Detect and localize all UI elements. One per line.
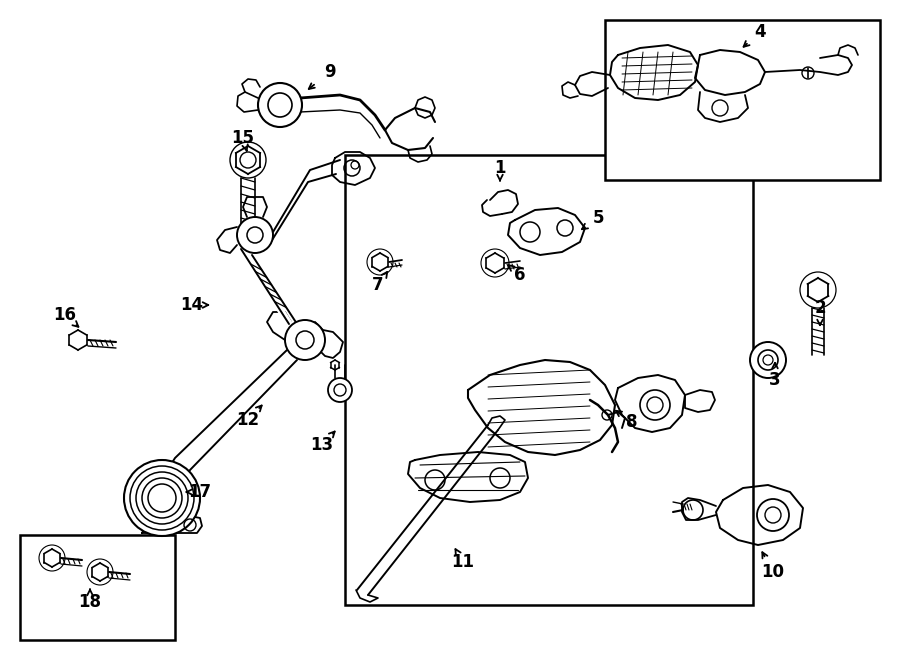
Circle shape [124, 460, 200, 536]
Circle shape [237, 217, 273, 253]
Text: 10: 10 [761, 563, 785, 581]
Circle shape [750, 342, 786, 378]
Text: 3: 3 [770, 371, 781, 389]
Text: 7: 7 [373, 276, 383, 294]
Text: 14: 14 [180, 296, 203, 314]
Circle shape [285, 320, 325, 360]
Text: 18: 18 [78, 593, 102, 611]
Text: 12: 12 [237, 411, 259, 429]
Circle shape [328, 378, 352, 402]
Bar [20, 535, 175, 640]
Text: 13: 13 [310, 436, 334, 454]
Text: 8: 8 [626, 413, 638, 431]
Text: 1: 1 [494, 159, 506, 177]
Text: 15: 15 [231, 129, 255, 147]
Text: 9: 9 [324, 63, 336, 81]
Text: 11: 11 [452, 553, 474, 571]
Bar [605, 20, 880, 180]
Text: 17: 17 [188, 483, 212, 501]
Bar [345, 155, 753, 605]
Text: 5: 5 [592, 209, 604, 227]
Text: 2: 2 [814, 299, 826, 317]
Text: 16: 16 [53, 306, 76, 324]
Circle shape [258, 83, 302, 127]
Text: 6: 6 [514, 266, 526, 284]
Text: 4: 4 [754, 23, 766, 41]
